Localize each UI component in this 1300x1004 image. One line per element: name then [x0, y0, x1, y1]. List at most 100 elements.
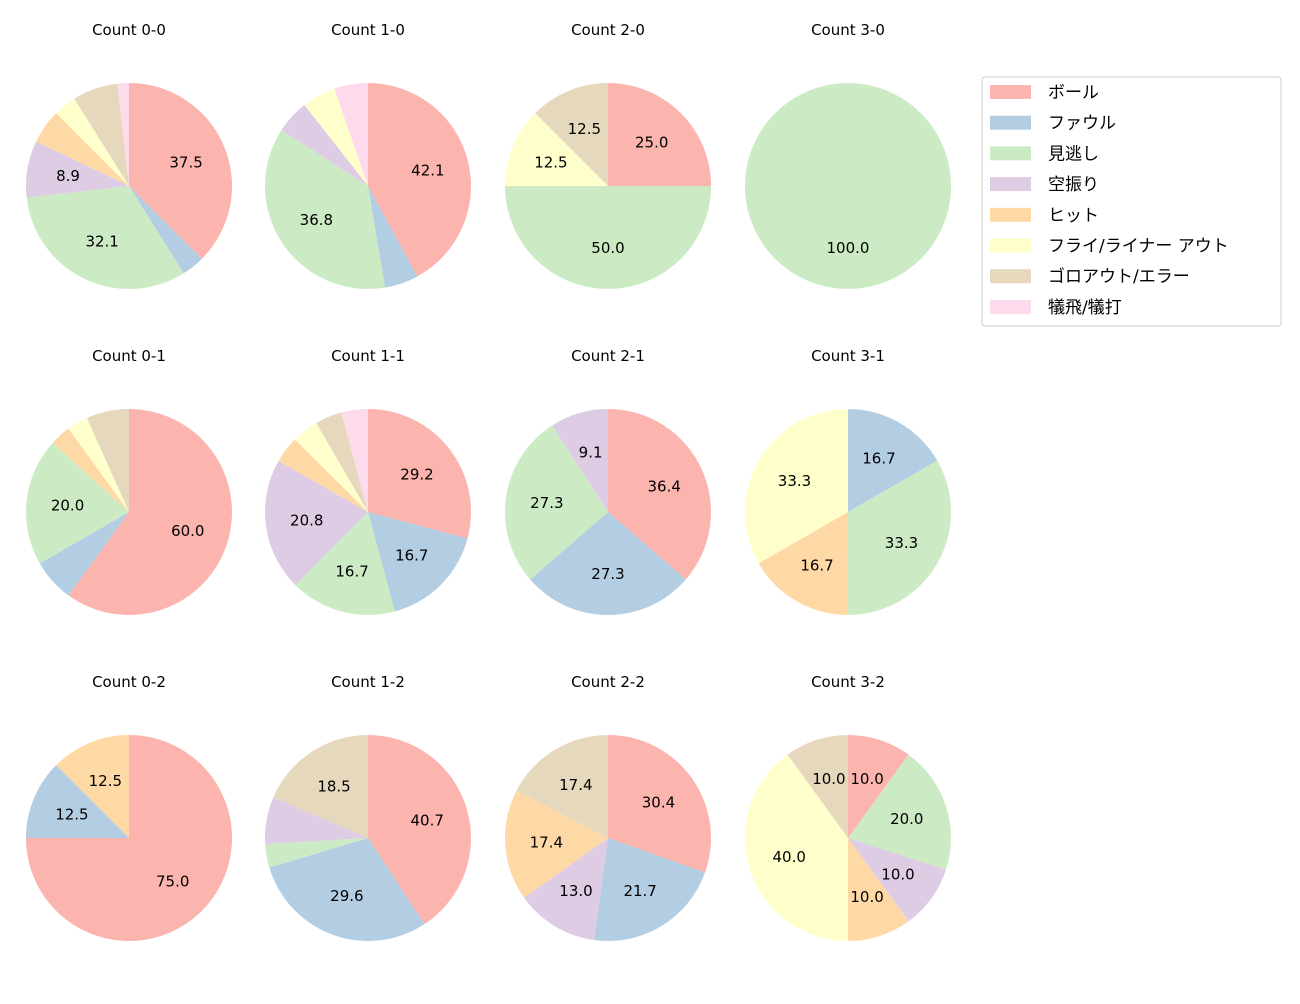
- legend-swatch: [990, 85, 1031, 99]
- pie-slice-空振り: [552, 409, 608, 512]
- slice-label: 29.6: [330, 887, 363, 905]
- pie-slice-ゴロアウト/エラー: [74, 83, 129, 186]
- pie-slice-見逃し: [265, 838, 368, 868]
- pie-slice-ファウル: [129, 186, 202, 274]
- slice-label: 50.0: [591, 239, 624, 257]
- slice-label: 30.4: [642, 793, 675, 811]
- pie-slice-ヒット: [278, 439, 368, 512]
- pie-count-3-1: Count 3-1 16.7 33.3 16.7 33.3: [744, 347, 952, 615]
- slice-label: 18.5: [317, 777, 350, 795]
- slice-label: 40.7: [411, 811, 444, 829]
- pie-count-1-1: Count 1-1 29.2 16.7 16.7 20.8: [265, 347, 471, 615]
- slice-label: 10.0: [812, 770, 845, 788]
- pie-slice-ファウル: [594, 838, 706, 941]
- slice-label: 27.3: [591, 565, 624, 583]
- pie-slice-ヒット: [758, 512, 848, 615]
- pie-slice-ボール: [608, 735, 712, 873]
- pie-slice-フライ/ライナー アウト: [56, 98, 130, 186]
- pie-slice-ファウル: [26, 765, 129, 838]
- pie-slice-犠飛/犠打: [341, 409, 368, 512]
- pie-title: Count 1-2: [331, 673, 405, 691]
- pie-slice-見逃し: [848, 460, 952, 615]
- pie-count-2-0: Count 2-0 25.0 50.0 12.512.5: [505, 21, 711, 289]
- pie-slice-ヒット: [36, 113, 130, 186]
- pie-slice-ゴロアウト/エラー: [516, 735, 608, 838]
- pie-slice-犠飛/犠打: [334, 83, 368, 186]
- slice-label: 29.2: [400, 465, 433, 483]
- pie-slice-フライ/ライナー アウト: [294, 422, 368, 512]
- pie-count-0-2: Count 0-2 75.0 12.512.5: [26, 673, 232, 941]
- legend-label: ボール: [1048, 83, 1099, 103]
- pie-slice-フライ/ライナー アウト: [745, 754, 848, 941]
- legend-label: ゴロアウト/エラー: [1048, 266, 1190, 287]
- pie-title: Count 2-1: [571, 347, 645, 365]
- slice-label: 36.4: [648, 477, 681, 495]
- slice-label: 40.0: [773, 848, 806, 866]
- pie-slice-ヒット: [52, 428, 129, 512]
- pie-slice-ボール: [368, 735, 471, 925]
- pie-slice-ボール: [368, 83, 471, 277]
- pie-slice-ファウル: [530, 512, 686, 616]
- pie-slice-見逃し: [26, 186, 184, 289]
- pie-slice-ファウル: [368, 512, 468, 612]
- pie-slice-フライ/ライナー アウト: [505, 113, 608, 186]
- pie-slice-ファウル: [39, 512, 129, 596]
- slice-label: 60.0: [171, 522, 204, 540]
- pie-slice-ファウル: [269, 838, 425, 941]
- pie-count-3-0: Count 3-0 100.0: [745, 21, 951, 289]
- legend-swatch: [990, 115, 1031, 130]
- pie-slice-フライ/ライナー アウト: [744, 409, 848, 564]
- slice-label: 13.0: [559, 882, 592, 900]
- slice-label: 75.0: [156, 873, 189, 891]
- pie-title: Count 2-0: [571, 21, 645, 39]
- pie-slice-空振り: [524, 838, 608, 941]
- legend-swatch: [990, 177, 1031, 192]
- slice-label: 20.0: [51, 496, 84, 514]
- pie-slice-空振り: [265, 797, 368, 844]
- slice-label: 17.4: [559, 776, 592, 794]
- pie-slice-ボール: [848, 735, 909, 838]
- slice-label: 37.5: [169, 153, 202, 171]
- pie-slice-空振り: [281, 104, 368, 186]
- slice-label: 16.7: [335, 563, 368, 581]
- slice-label: 12.5: [89, 772, 122, 790]
- pie-slice-見逃し: [265, 130, 386, 289]
- slice-label: 33.3: [885, 534, 918, 552]
- slice-label: 12.5: [534, 153, 567, 171]
- slice-label: 16.7: [862, 450, 895, 468]
- slice-label: 20.0: [890, 810, 923, 828]
- legend-swatch: [990, 207, 1031, 222]
- legend-swatch: [990, 269, 1031, 284]
- pie-slice-見逃し: [505, 425, 608, 580]
- pie-slice-ボール: [608, 83, 711, 186]
- pie-slice-空振り: [848, 838, 946, 922]
- slice-label: 10.0: [850, 888, 883, 906]
- legend-swatch: [990, 299, 1031, 314]
- pie-slice-フライ/ライナー アウト: [68, 417, 129, 512]
- legend-label: 見逃し: [1048, 144, 1099, 164]
- pie-slice-ボール: [608, 409, 712, 580]
- slice-label: 10.0: [881, 865, 914, 883]
- pie-title: Count 3-0: [811, 21, 885, 39]
- pie-count-0-1: Count 0-1 60.0 20.0: [25, 347, 233, 616]
- pie-slice-空振り: [265, 461, 368, 585]
- pie-slice-ゴロアウト/エラー: [535, 83, 608, 186]
- pie-count-2-2: Count 2-2 30.4 21.7 13.0 17.4 17.4: [505, 673, 712, 941]
- pie-slice-ヒット: [56, 735, 130, 838]
- pie-count-1-2: Count 1-2 40.7 29.6 18.5: [265, 673, 471, 941]
- pie-slice-見逃し: [745, 83, 951, 289]
- slice-label: 9.1: [579, 444, 603, 462]
- slice-label: 10.0: [850, 770, 883, 788]
- slice-label: 42.1: [411, 162, 444, 180]
- pie-title: Count 1-0: [331, 21, 405, 39]
- pie-slice-犠飛/犠打: [117, 83, 129, 186]
- slice-label: 21.7: [623, 882, 656, 900]
- pie-count-3-2: Count 3-2 10.0 20.0 10.0 10.0 40.0 10.0: [745, 673, 951, 941]
- slice-label: 12.5: [568, 120, 601, 138]
- slice-label: 100.0: [827, 239, 870, 257]
- slice-label: 33.3: [778, 472, 811, 490]
- slice-label: 12.5: [55, 805, 88, 823]
- pie-title: Count 2-2: [571, 673, 645, 691]
